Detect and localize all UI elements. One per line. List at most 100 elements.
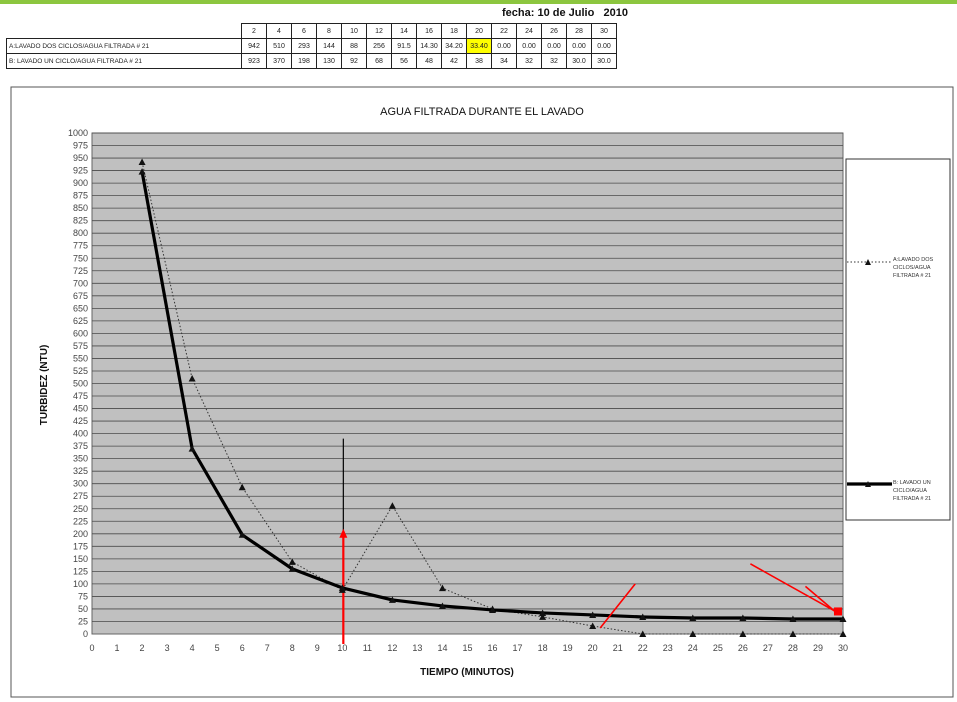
x-tick-label: 6 (240, 643, 245, 653)
table-row: A:LAVADO DOS CICLOS/AGUA FILTRADA # 21 94… (6, 38, 617, 54)
data-point (188, 374, 196, 382)
y-tick-label: 100 (73, 579, 88, 589)
data-point (489, 606, 497, 613)
y-tick-label: 900 (73, 178, 88, 188)
legend-marker-b (865, 481, 871, 487)
red-annotation-stroke (599, 583, 636, 629)
data-point (338, 584, 346, 591)
y-tick-label: 600 (73, 328, 88, 338)
data-point (639, 613, 647, 620)
y-tick-label: 0 (83, 629, 88, 639)
x-tick-label: 19 (563, 643, 573, 653)
data-point (839, 630, 847, 637)
y-tick-label: 775 (73, 241, 88, 251)
y-tick-label: 50 (78, 604, 88, 614)
y-tick-label: 125 (73, 566, 88, 576)
data-point (689, 614, 697, 621)
y-tick-label: 75 (78, 591, 88, 601)
x-tick-label: 16 (488, 643, 498, 653)
top-green-bar (0, 0, 957, 4)
y-tick-label: 950 (73, 153, 88, 163)
table-cell: 68 (366, 53, 392, 69)
x-tick-label: 21 (613, 643, 623, 653)
x-tick-label: 1 (115, 643, 120, 653)
table-cell: 198 (291, 53, 317, 69)
x-tick-label: 23 (663, 643, 673, 653)
x-tick-label: 11 (363, 643, 372, 653)
x-tick-label: 8 (290, 643, 295, 653)
y-tick-label: 875 (73, 191, 88, 201)
y-tick-label: 475 (73, 391, 88, 401)
x-tick-label: 22 (638, 643, 648, 653)
y-tick-label: 275 (73, 491, 88, 501)
y-tick-label: 575 (73, 341, 88, 351)
y-tick-label: 300 (73, 479, 88, 489)
red-annotation-stroke (749, 563, 836, 613)
x-tick-label: 15 (462, 643, 472, 653)
y-tick-label: 700 (73, 278, 88, 288)
data-point (789, 615, 797, 622)
legend-label-b: FILTRADA # 21 (893, 496, 931, 502)
data-point (839, 615, 847, 622)
y-tick-label: 375 (73, 441, 88, 451)
legend-label-a: CICLOS/AGUA (893, 265, 931, 271)
gridlines (92, 132, 843, 622)
y-tick-label: 175 (73, 541, 88, 551)
x-tick-label: 10 (337, 643, 347, 653)
data-point (589, 622, 597, 629)
y-tick-label: 550 (73, 353, 88, 363)
x-tick-label: 4 (190, 643, 195, 653)
data-point (739, 630, 747, 637)
data-point (288, 558, 296, 565)
x-tick-label: 5 (215, 643, 220, 653)
y-tick-label: 400 (73, 429, 88, 439)
y-tick-label: 200 (73, 529, 88, 539)
table-row-label: B: LAVADO UN CICLO/AGUA FILTRADA # 21 (6, 53, 242, 69)
y-tick-label: 825 (73, 216, 88, 226)
x-tick-label: 26 (738, 643, 748, 653)
data-point (238, 483, 246, 491)
date-label: fecha: (502, 7, 535, 19)
legend-label-b: CICLO/AGUA (893, 488, 927, 494)
x-tick-label: 3 (165, 643, 170, 653)
data-point (789, 630, 797, 637)
data-table: 2 4 6 8 10 12 14 16 18 20 22 24 26 28 30 A:LAVADO DOS C… (6, 23, 617, 69)
red-annotation-stroke (804, 585, 839, 615)
x-tick-label: 29 (813, 643, 823, 653)
data-point (689, 630, 697, 637)
red-arrow-head (339, 528, 348, 538)
legend-box (845, 158, 951, 521)
y-tick-label: 500 (73, 379, 88, 389)
x-tick-label: 9 (315, 643, 320, 653)
y-tick-label: 350 (73, 454, 88, 464)
legend-marker-a (865, 259, 871, 265)
table-cell: 42 (441, 53, 467, 69)
x-tick-label: 27 (763, 643, 773, 653)
x-tick-label: 24 (688, 643, 698, 653)
x-axis-ticks: 0 1 2 3 4 5 6 7 8 9 10 11 12 13 14 15 16 17 18 19 20 21 22 23 24… (89, 643, 848, 653)
y-tick-label: 800 (73, 228, 88, 238)
y-axis-label: TURBIDEZ (NTU) (39, 345, 50, 426)
y-axis-ticks: 0 25 50 75 100 125 150 175 200 225 250 275 300 325 350… (68, 128, 88, 639)
y-tick-label: 25 (78, 616, 88, 626)
x-tick-label: 14 (437, 643, 447, 653)
legend-label-b: B: LAVADO UN (893, 480, 931, 486)
x-tick-label: 17 (513, 643, 523, 653)
table-cell: 33.40 (466, 38, 492, 54)
x-tick-label: 30 (838, 643, 848, 653)
legend-label-a: A:LAVADO DOS (893, 257, 933, 263)
series-line-a (141, 161, 843, 635)
data-point (438, 584, 446, 592)
date-value: 10 de Julio 2010 (537, 7, 628, 19)
legend-label-a: FILTRADA # 21 (893, 273, 931, 279)
x-tick-label: 12 (387, 643, 397, 653)
data-point (639, 630, 647, 637)
y-tick-label: 925 (73, 166, 88, 176)
table-cell: 370 (266, 53, 292, 69)
x-tick-label: 18 (538, 643, 548, 653)
y-tick-label: 625 (73, 316, 88, 326)
y-tick-label: 975 (73, 141, 88, 151)
x-tick-label: 25 (713, 643, 723, 653)
y-tick-label: 750 (73, 253, 88, 263)
